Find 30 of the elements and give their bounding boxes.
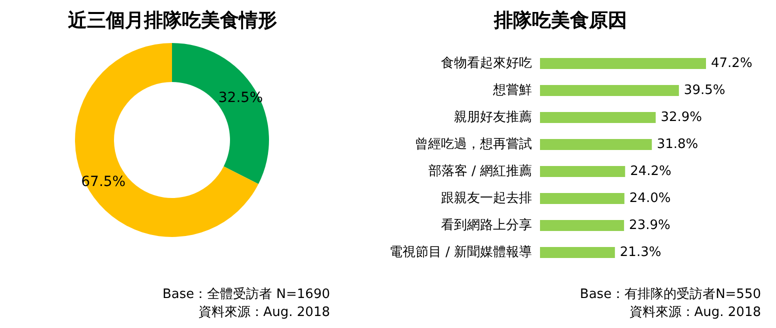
data-label: 39.5% [684, 83, 726, 98]
chart-title: 近三個月排隊吃美食情形 [67, 10, 277, 32]
bar [540, 58, 706, 69]
data-label: 24.0% [629, 191, 671, 206]
bar [540, 247, 615, 258]
data-label: 21.3% [620, 245, 662, 260]
y-tick-label: 曾經吃過，想再嘗試 [415, 137, 532, 152]
data-label: 47.2% [711, 56, 752, 71]
data-label: 23.9% [629, 218, 670, 233]
data-label: 32.9% [660, 110, 702, 125]
source-note: 資料來源：Aug. 2018 [198, 305, 330, 320]
bar [540, 166, 626, 177]
text: Base：全體受訪者 N=1690 [162, 287, 330, 302]
data-label: 31.8% [656, 137, 698, 152]
bar [540, 220, 624, 231]
source-note: 資料來源：Aug. 2018 [629, 305, 761, 320]
bar [540, 112, 656, 123]
chart-title: 排隊吃美食原因 [493, 10, 627, 32]
bar [540, 139, 652, 150]
y-tick-label: 部落客 / 網紅推薦 [428, 163, 532, 179]
y-tick-label: 想嘗鮮 [492, 83, 532, 98]
y-tick-label: 親朋好友推薦 [454, 110, 532, 125]
y-tick-label: 跟親友一起去排 [441, 191, 532, 206]
bar [540, 193, 624, 204]
bar [540, 85, 679, 96]
data-label: 24.2% [630, 164, 672, 179]
y-tick-label: 電視節目 / 新聞媒體報導 [389, 245, 532, 260]
text: Base：有排隊的受訪者N=550 [580, 287, 762, 302]
y-tick-label: 看到網路上分享 [441, 217, 532, 233]
y-tick-label: 食物看起來好吃 [441, 56, 532, 71]
